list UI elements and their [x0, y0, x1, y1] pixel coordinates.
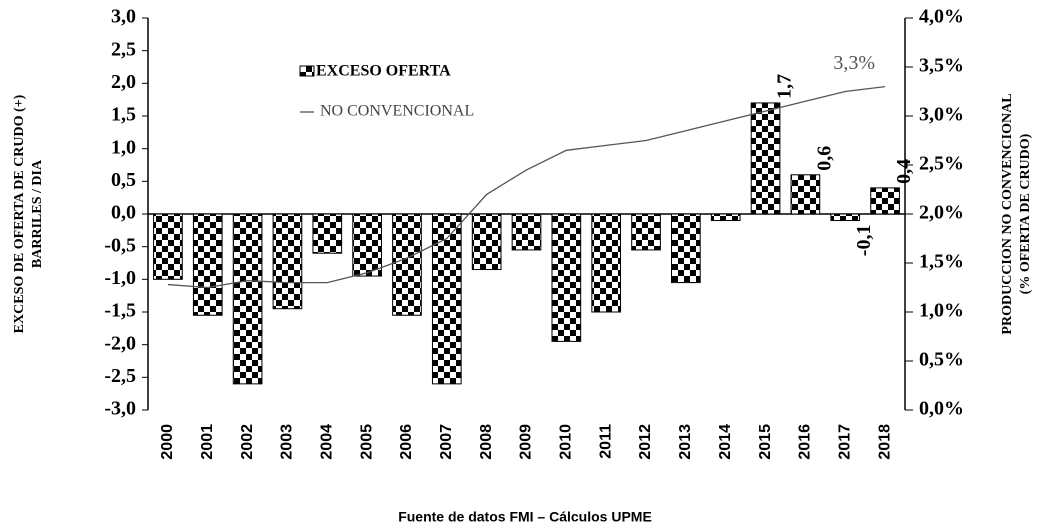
- line: [167, 85, 886, 289]
- y-tick-label: 1,5: [111, 104, 136, 126]
- x-tick-label: 2004: [319, 424, 336, 460]
- x-tick-label: 2015: [757, 424, 774, 460]
- x-tick-label: 2006: [398, 424, 415, 460]
- x-tick-label: 2011: [597, 424, 614, 459]
- x-tick-label: 2010: [558, 424, 575, 460]
- y2-tick-label: 0,5%: [919, 349, 964, 371]
- bar: [710, 213, 741, 222]
- bar: [870, 187, 900, 215]
- x-axis-label: Fuente de datos FMI – Cálculos UPME: [398, 509, 652, 525]
- data-label: -0,1: [853, 225, 875, 257]
- x-tick-label: 2012: [637, 424, 654, 460]
- x-tick-label: 2007: [438, 424, 455, 460]
- y-tick-label: -1,0: [104, 267, 136, 289]
- legend-label: NO CONVENCIONAL: [320, 103, 474, 120]
- x-tick-label: 2017: [836, 424, 853, 460]
- y2-tick-label: 4,0%: [919, 6, 964, 28]
- x-tick-label: 2016: [797, 424, 814, 460]
- y-tick-label: -2,0: [104, 332, 136, 354]
- bar: [631, 213, 661, 251]
- bar: [790, 174, 821, 215]
- y-tick-label: 0,5: [111, 169, 136, 191]
- bar: [750, 102, 781, 215]
- y-axis-label: BARRILES / DIA: [30, 159, 45, 268]
- x-tick-label: 2014: [717, 424, 734, 460]
- x-tick-label: 2002: [239, 424, 256, 460]
- x-tick-label: 2001: [199, 424, 216, 460]
- data-label: 0,6: [813, 146, 835, 171]
- bar: [312, 213, 343, 254]
- y-tick-label: -2,5: [104, 365, 136, 387]
- x-tick-label: 2013: [677, 424, 694, 460]
- bar: [471, 213, 502, 271]
- x-tick-label: 2005: [358, 424, 375, 460]
- x-tick-label: 2008: [478, 424, 495, 460]
- bar: [392, 213, 422, 316]
- bar: [153, 213, 183, 280]
- legend-swatch: [299, 65, 315, 77]
- y-axis-label: EXCESO DE OFERTA DE CRUDO (+): [12, 94, 27, 333]
- y-tick-label: 0,0: [111, 202, 136, 224]
- bar: [352, 213, 382, 277]
- bar: [431, 213, 462, 385]
- x-tick-label: 2003: [279, 424, 296, 460]
- bar: [511, 213, 542, 251]
- data-label: 1,7: [773, 74, 795, 99]
- y-tick-label: 2,5: [111, 38, 136, 60]
- bar: [232, 213, 263, 385]
- x-tick-label: 2009: [518, 424, 535, 460]
- legend-label: EXCESO OFERTA: [316, 63, 451, 80]
- y-tick-label: 3,0: [111, 6, 136, 28]
- y2-tick-label: 0,0%: [919, 398, 964, 420]
- line-label: 3,3%: [833, 52, 875, 74]
- y2-axis-label: PRODUCCION NO CONVENCIONAL: [1000, 93, 1015, 334]
- y2-tick-label: 2,0%: [919, 202, 964, 224]
- y-tick-label: -3,0: [104, 398, 136, 420]
- y2-tick-label: 1,5%: [919, 251, 964, 273]
- bar: [272, 213, 303, 310]
- y2-tick-label: 1,0%: [919, 300, 964, 322]
- x-tick-label: 2018: [876, 424, 893, 460]
- bar: [830, 213, 861, 222]
- bar: [671, 213, 701, 284]
- y2-tick-label: 3,5%: [919, 55, 964, 77]
- bar: [591, 213, 622, 313]
- y-tick-label: -0,5: [104, 234, 136, 256]
- y-tick-label: 1,0: [111, 136, 136, 158]
- y-tick-label: 2,0: [111, 71, 136, 93]
- y2-tick-label: 2,5%: [919, 153, 964, 175]
- y-tick-label: -1,5: [104, 300, 136, 322]
- bar: [192, 213, 223, 316]
- x-tick-label: 2000: [159, 424, 176, 460]
- bar: [551, 213, 582, 342]
- data-label: 0,4: [893, 159, 915, 184]
- y2-tick-label: 3,0%: [919, 104, 964, 126]
- y2-axis-label: (% OFERTA DE CRUDO): [1018, 133, 1033, 294]
